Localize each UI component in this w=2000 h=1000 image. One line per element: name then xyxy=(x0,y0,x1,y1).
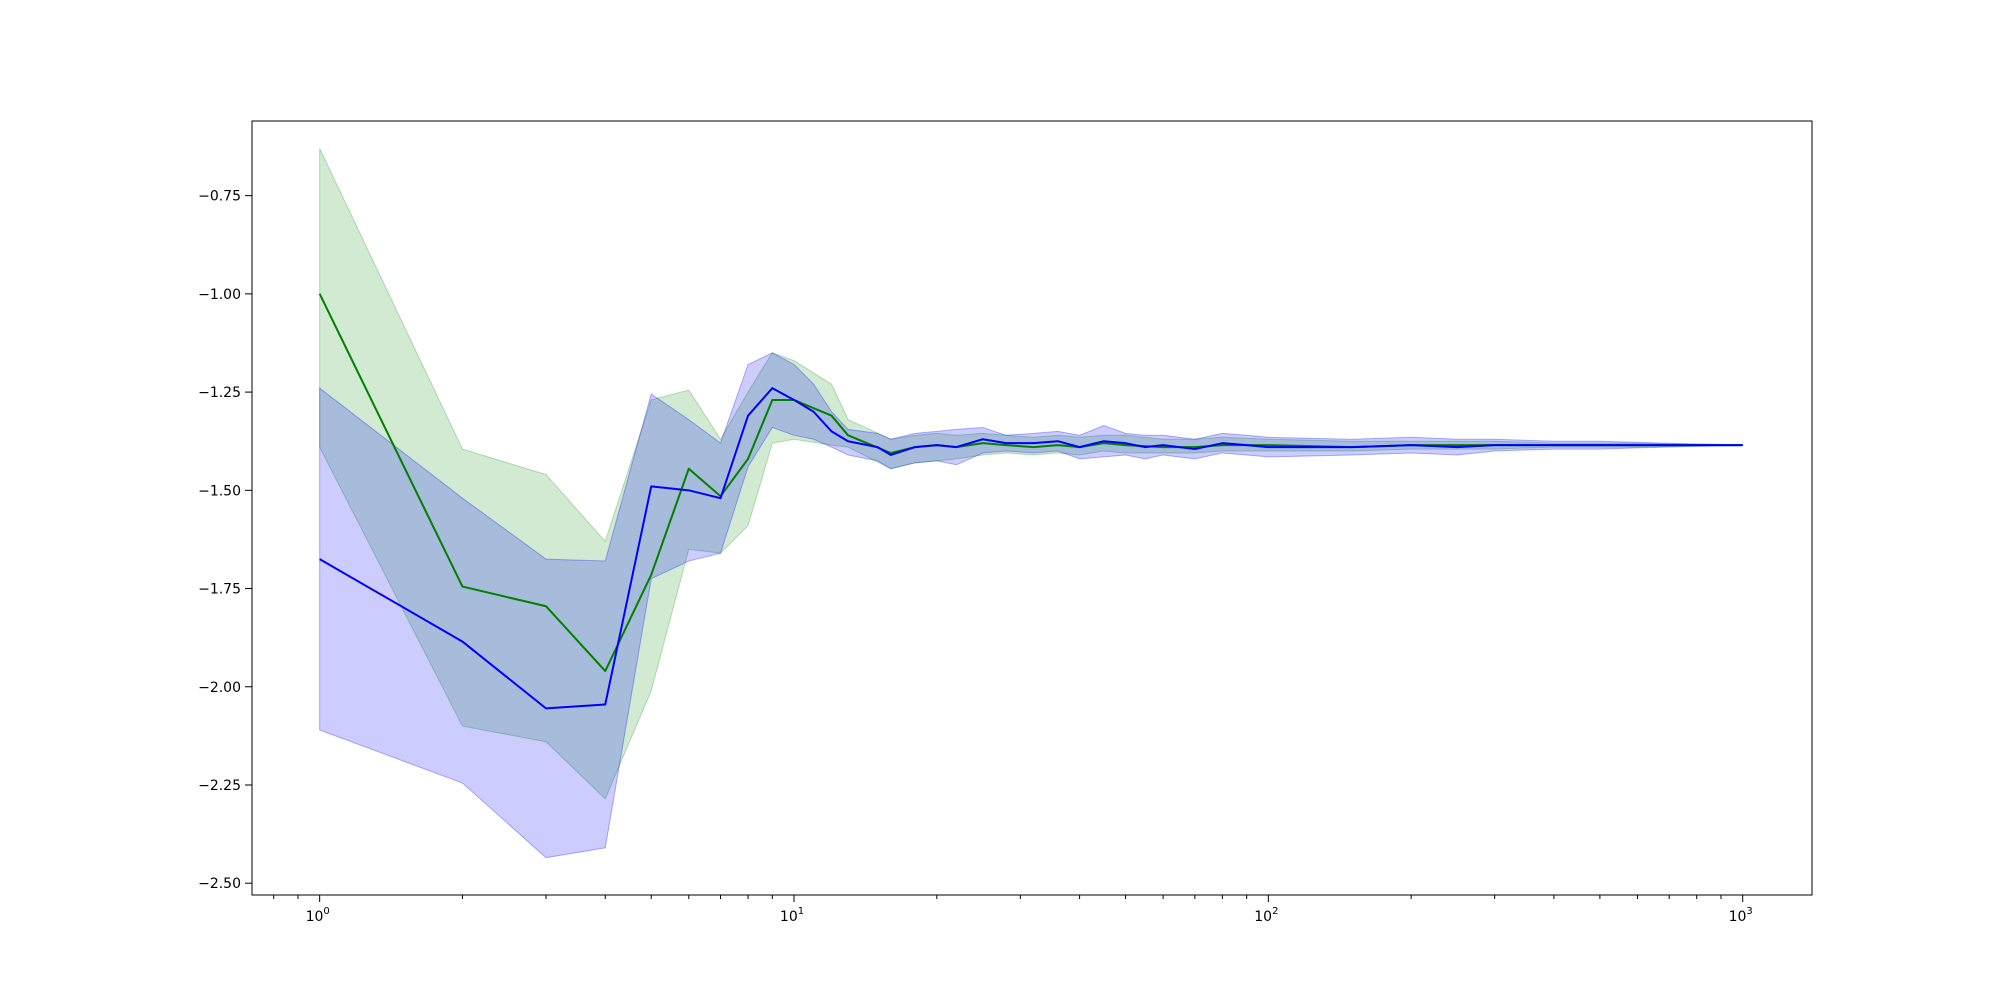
y-tick-label: −2.00 xyxy=(198,680,241,696)
axes-frame xyxy=(251,120,1813,896)
x-axis: 100 101 102 103 xyxy=(273,895,1753,925)
series-lines xyxy=(318,293,1743,710)
y-tick-label: −2.25 xyxy=(198,778,241,794)
x-tick-base: 10 xyxy=(1254,909,1272,925)
x-tick-exponent: 3 xyxy=(1746,906,1752,917)
y-tick-label: −1.00 xyxy=(198,287,241,303)
x-tick-base: 10 xyxy=(1729,909,1747,925)
x-tick-label: 100 xyxy=(306,906,330,925)
y-tick-label: −1.25 xyxy=(198,385,241,401)
series-2-line xyxy=(319,387,1743,710)
x-tick-label: 101 xyxy=(780,906,804,925)
x-tick-exponent: 0 xyxy=(323,906,329,917)
y-tick-label: −1.75 xyxy=(198,582,241,598)
confidence-bands xyxy=(319,148,1744,859)
series-2-band xyxy=(319,352,1744,859)
y-tick-label: −2.50 xyxy=(198,876,241,892)
series-1-line xyxy=(318,293,1743,673)
y-axis: −0.75 −1.00 −1.25 −1.50 −1.75 −2.00 −2.25 −2.50 xyxy=(198,189,252,892)
x-tick-base: 10 xyxy=(306,909,324,925)
y-tick-label: −0.75 xyxy=(198,189,241,205)
y-tick-label: −1.50 xyxy=(198,483,241,499)
x-tick-label: 103 xyxy=(1729,906,1753,925)
x-tick-exponent: 2 xyxy=(1272,906,1278,917)
x-tick-label: 102 xyxy=(1254,906,1278,925)
x-tick-base: 10 xyxy=(780,909,798,925)
x-tick-exponent: 1 xyxy=(798,906,804,917)
